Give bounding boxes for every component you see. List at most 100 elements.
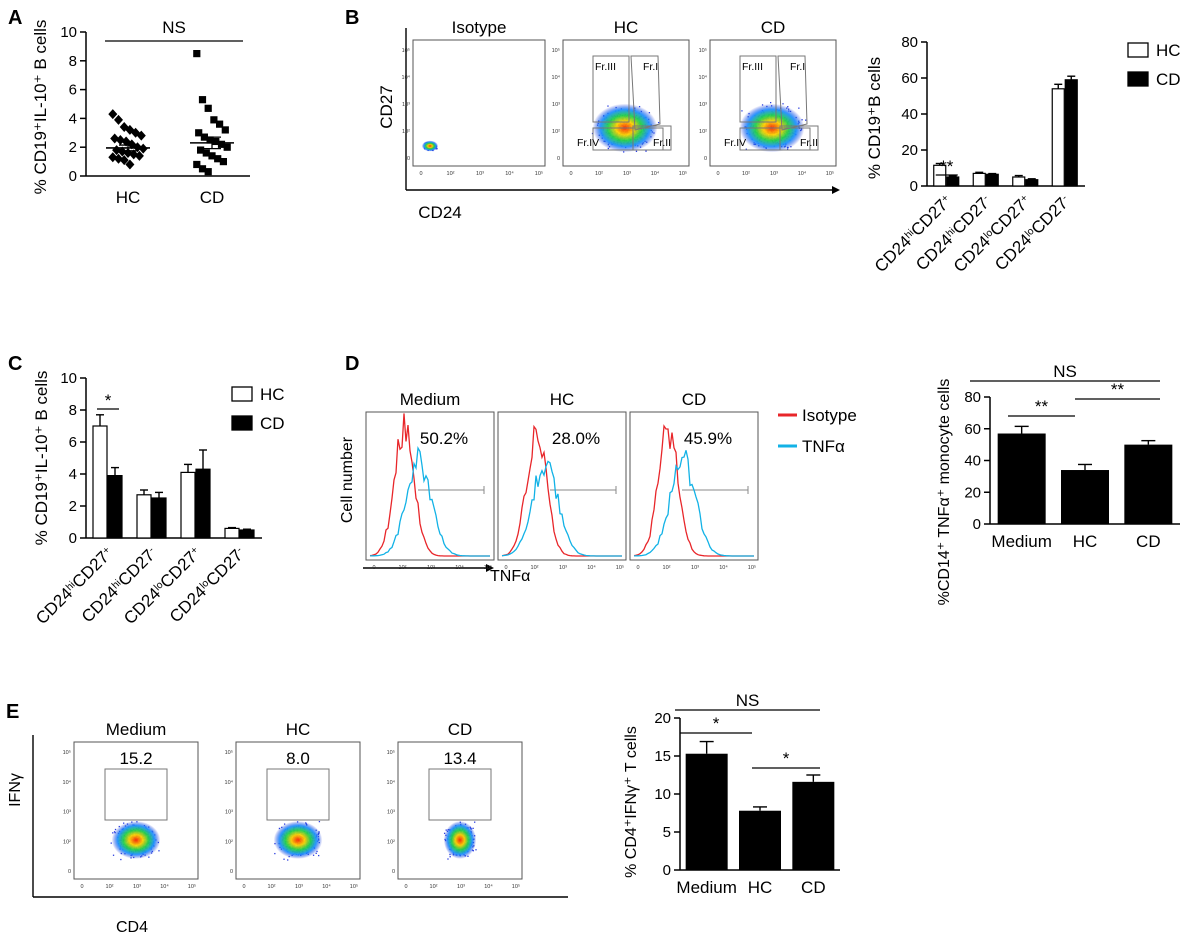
x-tick-label: 10⁵ [188,883,196,890]
data-point [108,109,118,120]
bar [685,753,728,870]
significance-label: NS [1053,362,1077,381]
event-dot [283,858,285,860]
gate-label: Fr.III [742,61,763,73]
x-tick-label: 0 [404,884,407,890]
gated-percent: 28.0% [552,429,600,448]
data-point [208,152,216,160]
legend-label-isotype: Isotype [802,406,857,425]
gate-label: Fr.I [790,61,805,73]
x-tick-label: 10² [430,884,438,890]
y-tick-label: 10⁵ [402,47,410,54]
data-point [197,146,205,154]
panel-letter-c: C [8,353,22,375]
density-core [273,821,323,859]
y-tick-label: 10⁵ [552,47,560,54]
y-tick-label: 4 [69,110,77,127]
x-tick-label: 10⁴ [798,170,807,177]
data-point [204,104,212,112]
event-dot [769,101,772,104]
event-dot [474,821,476,823]
y-tick-label: 10³ [387,810,395,816]
legend-swatch-cd [231,415,253,431]
data-point [134,150,144,161]
x-tick-label: CD [200,188,225,207]
flow-e-xlabel: CD4 [116,919,148,936]
gate-fr-ii [632,125,672,151]
event-dot [782,103,784,105]
flow-plot-title: HC [550,390,575,409]
legend-label-hc: HC [260,385,285,404]
y-tick-label: 10³ [402,102,410,108]
bar-cd [239,529,255,539]
gate [428,768,492,821]
bar-cd [1064,79,1078,187]
x-tick-label: CD [1136,532,1161,551]
event-dot [443,832,446,834]
x-tick-label: CD [801,878,826,897]
bar-cd [1025,179,1039,187]
x-tick-label: 10⁵ [535,170,543,177]
legend-swatch-hc [1127,42,1149,58]
event-dot [472,850,475,852]
y-tick-label: 10² [387,839,395,845]
bar-hc [1012,176,1026,187]
x-tick-label: 10³ [427,565,435,571]
x-tick-label: 10⁴ [484,883,493,890]
y-tick-label: 10² [552,129,560,135]
event-dot [283,823,286,825]
x-tick-label: 10² [268,884,276,890]
bar-hc [92,425,108,539]
significance-label: NS [736,691,760,710]
y-tick-label: 10³ [699,102,707,108]
event-dot [312,854,315,856]
y-tick-label: 20 [964,484,981,501]
flow-plot-title: Medium [400,390,460,409]
y-tick-label: 0 [704,156,707,162]
data-point [193,50,201,58]
density-core [421,140,439,152]
y-tick-label: 10⁵ [63,749,71,756]
flow-b-xlabel: CD24 [418,203,461,222]
x-tick-label: 10² [595,171,603,177]
data-point [136,130,146,141]
event-dot [447,858,449,860]
x-tick-label: 10⁵ [679,170,687,177]
significance-label: ** [1111,380,1125,399]
y-tick-label: 10⁴ [63,779,72,786]
significance-label: * [713,714,720,733]
y-tick-label: 0 [230,869,233,875]
bar-cd [985,173,999,187]
event-dot [798,107,800,109]
x-tick-label: 0 [80,884,83,890]
x-tick-label: 10² [531,565,539,571]
data-point [125,159,135,170]
bar-hc [1051,88,1065,187]
gated-percent: 8.0 [286,749,310,768]
gate-label: Fr.II [653,137,671,149]
y-tick-label: 10³ [225,810,233,816]
y-tick-label: 20 [901,142,918,159]
bar-cd [151,497,167,539]
x-tick-label: 10⁵ [350,883,358,890]
x-tick-label: 0 [716,171,719,177]
y-tick-label: 0 [69,530,77,547]
x-tick-label: 10³ [476,171,484,177]
event-dot [120,858,122,861]
data-point [214,155,222,163]
data-point [204,168,212,176]
data-point [121,136,131,147]
legend-label-cd: CD [260,414,285,433]
panel-letter-b: B [345,7,359,29]
x-tick-label: 10² [106,884,114,890]
x-tick-label: 10² [447,171,455,177]
y-tick-label: 0 [392,869,395,875]
event-dot [158,850,160,852]
gate-fr-iii [592,55,630,123]
data-point [221,126,229,134]
y-tick-label: 20 [654,710,671,727]
x-tick-label: 10⁵ [484,564,492,571]
x-tick-label: 0 [372,565,375,571]
bar [1124,444,1173,524]
gate-fr-i [777,55,808,131]
